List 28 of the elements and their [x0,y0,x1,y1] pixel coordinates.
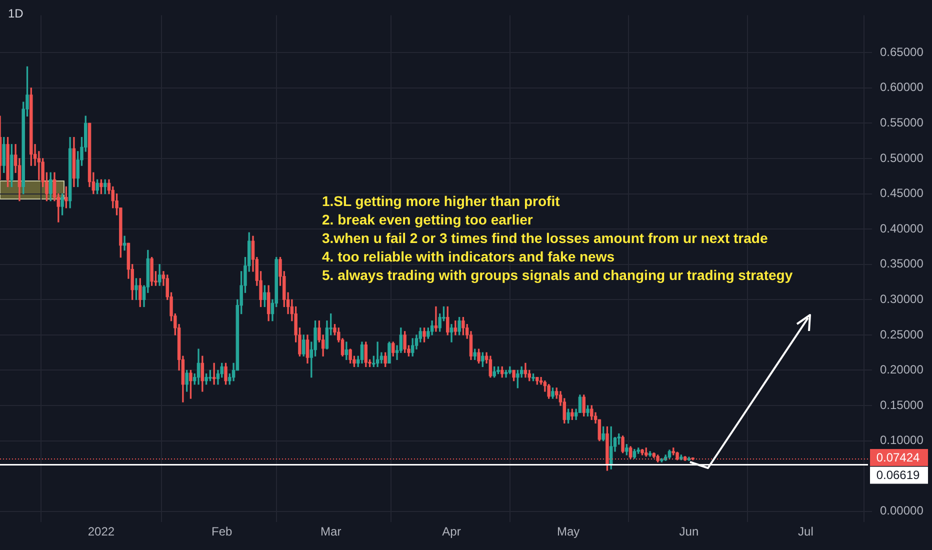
x-tick-label: May [556,524,580,539]
annotation: 2. break even getting too earlier [322,211,534,228]
x-tick-label: Apr [442,524,461,539]
y-tick-label: 0.60000 [880,80,924,94]
y-tick-label: 0.55000 [880,116,924,130]
y-tick-label: 0.25000 [880,327,924,342]
x-tick-label: Jun [679,524,699,539]
y-tick-label: 0.20000 [880,362,924,377]
ref-line-label: 0.06619 [876,468,920,482]
x-tick-label: Mar [320,524,342,539]
x-tick-label: 2022 [88,524,115,539]
annotation: 3.when u fail 2 or 3 times find the losses amount from ur next trade [322,230,768,246]
ref-line-label: 0.07424 [876,450,920,464]
annotation: 5. always trading with groups signals and changing ur trading strategy [322,266,793,283]
y-tick-label: 0.35000 [880,256,924,271]
chart-title: 1D [8,6,24,20]
annotation: 4. too reliable with indicators and fake news [322,248,615,264]
y-tick-label: 0.50000 [880,150,924,165]
x-tick-label: Feb [212,524,233,539]
x-tick-label: Jul [798,524,814,539]
y-tick-label: 0.45000 [880,186,924,200]
y-tick-label: 0.00000 [880,504,924,518]
y-tick-label: 0.40000 [880,221,924,236]
y-tick-label: 0.10000 [880,433,924,448]
annotation: 1.SL getting more higher than profit [322,192,560,209]
y-tick-label: 0.15000 [880,398,924,412]
y-tick-label: 0.65000 [880,44,924,59]
y-tick-label: 0.30000 [880,292,924,306]
